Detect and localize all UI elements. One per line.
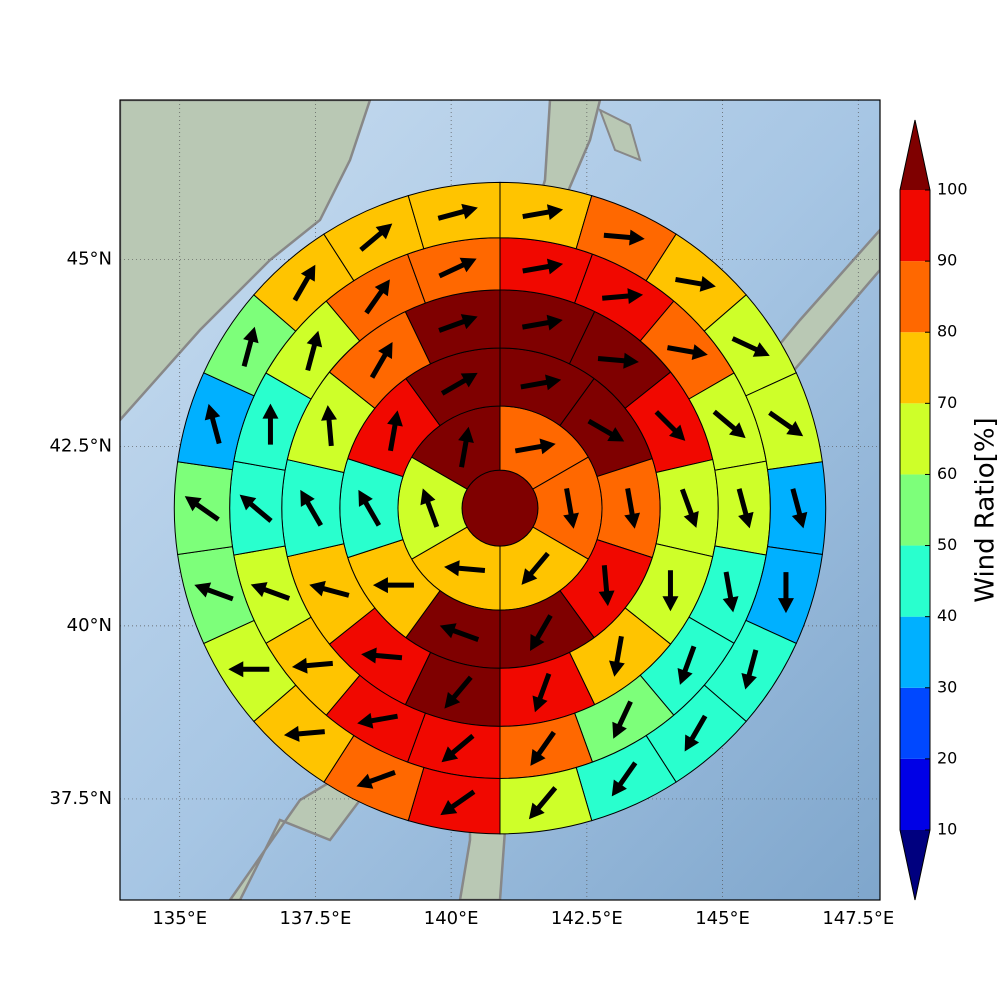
colorbar-bin <box>900 688 930 759</box>
colorbar-bin <box>900 546 930 617</box>
colorbar-bin <box>900 759 930 830</box>
colorbar-tick-label: 10 <box>937 820 957 839</box>
colorbar-tick-label: 60 <box>937 464 957 483</box>
x-tick-label: 140°E <box>424 908 479 929</box>
colorbar: 10 20 30 40 50 60 70 80 90 100 <box>900 120 968 900</box>
colorbar-tick-label: 30 <box>937 677 957 696</box>
colorbar-label: Wind Ratio[%] <box>971 417 1000 602</box>
colorbar-tick-label: 100 <box>937 180 968 199</box>
colorbar-bin <box>900 617 930 688</box>
colorbar-tick-label: 40 <box>937 606 957 625</box>
colorbar-tick-label: 90 <box>937 251 957 270</box>
colorbar-under <box>900 830 930 900</box>
y-tick-label: 42.5°N <box>49 435 112 456</box>
colorbar-tick-label: 80 <box>937 322 957 341</box>
y-tick-label: 37.5°N <box>49 788 112 809</box>
sectors <box>174 182 825 833</box>
x-tick-label: 147.5°E <box>822 908 894 929</box>
colorbar-bin <box>900 403 930 474</box>
colorbar-over <box>900 120 930 190</box>
x-tick-label: 135°E <box>152 908 207 929</box>
colorbar-bin <box>900 190 930 261</box>
y-tick-label: 40°N <box>67 615 112 636</box>
colorbar-tick-label: 50 <box>937 535 957 554</box>
colorbar-bin <box>900 261 930 332</box>
colorbar-tick-label: 20 <box>937 748 957 767</box>
y-tick-label: 45°N <box>67 248 112 269</box>
x-tick-label: 137.5°E <box>279 908 351 929</box>
colorbar-bin <box>900 332 930 403</box>
colorbar-bin <box>900 474 930 545</box>
colorbar-tick-label: 70 <box>937 393 957 412</box>
x-tick-label: 142.5°E <box>551 908 623 929</box>
x-tick-label: 145°E <box>695 908 750 929</box>
